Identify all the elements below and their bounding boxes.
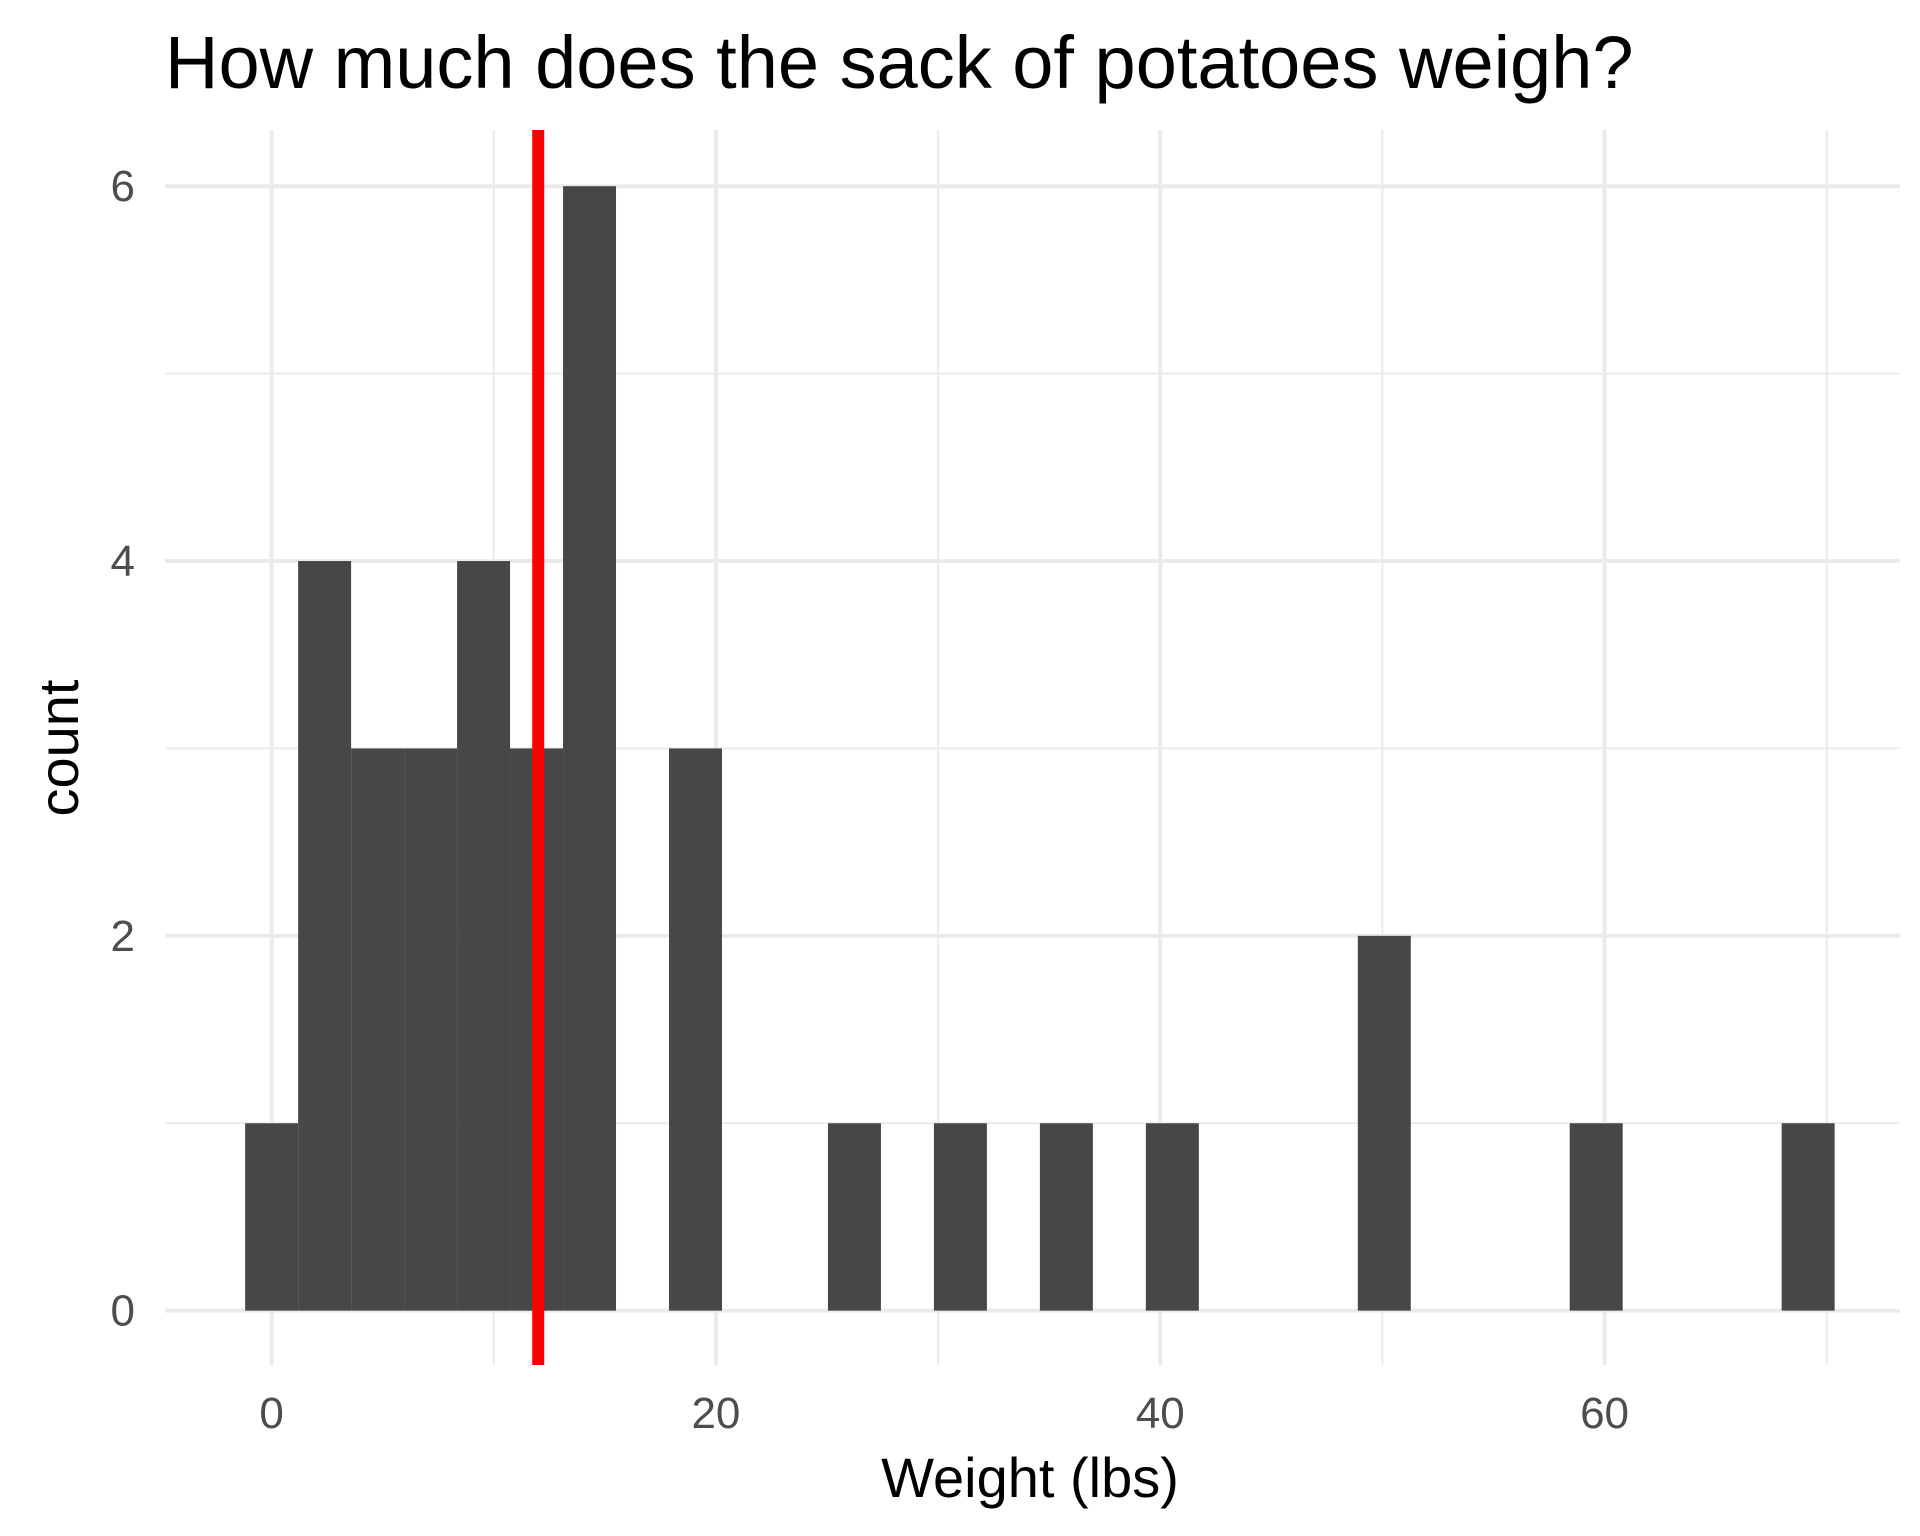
histogram-bar	[827, 1123, 881, 1311]
x-tick-label: 60	[1580, 1389, 1629, 1438]
histogram-bar	[245, 1123, 299, 1311]
histogram-bar	[669, 748, 722, 1311]
histogram-bar	[1569, 1123, 1623, 1311]
histogram-bar	[298, 561, 352, 1311]
y-axis-ticks: 0 2 4 6	[111, 162, 135, 1335]
histogram-bar	[1781, 1123, 1835, 1311]
x-tick-label: 40	[1136, 1389, 1185, 1438]
x-tick-label: 0	[259, 1389, 283, 1438]
y-axis-title: count	[27, 679, 90, 816]
y-tick-label: 0	[111, 1287, 135, 1336]
histogram-bar	[1039, 1123, 1093, 1311]
histogram-bar	[933, 1123, 987, 1311]
x-axis-ticks: 0 20 40 60	[259, 1389, 1629, 1438]
y-tick-label: 4	[111, 537, 135, 586]
histogram-bar	[1357, 935, 1411, 1311]
chart-title: How much does the sack of potatoes weigh…	[165, 21, 1634, 104]
histogram-bar	[404, 748, 458, 1311]
y-tick-label: 6	[111, 162, 135, 211]
y-tick-label: 2	[111, 912, 135, 961]
histogram-bar	[1145, 1123, 1199, 1311]
histogram-bar	[457, 561, 511, 1311]
histogram-bars	[245, 186, 1835, 1311]
histogram-bar	[351, 748, 405, 1311]
x-axis-title: Weight (lbs)	[881, 1446, 1179, 1509]
x-tick-label: 20	[691, 1389, 740, 1438]
histogram-bar	[563, 186, 617, 1311]
